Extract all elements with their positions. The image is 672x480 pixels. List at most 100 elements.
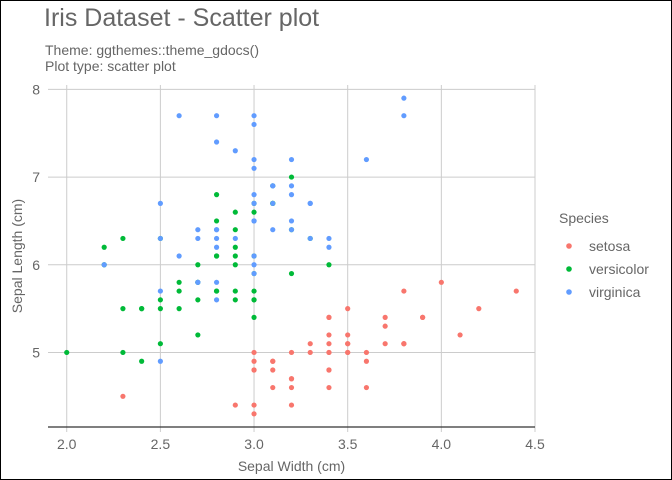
data-point-versicolor [195, 297, 201, 303]
data-point-virginica [195, 227, 201, 233]
data-point-virginica [213, 297, 220, 303]
data-point-virginica [307, 235, 313, 242]
data-point-virginica [157, 358, 163, 364]
data-point-virginica [195, 235, 201, 242]
legend-title: Species [559, 210, 609, 226]
chart-subtitle: Theme: ggthemes::theme_gdocs() Plot type… [45, 42, 259, 74]
data-point-virginica [213, 227, 220, 233]
data-point-virginica [251, 262, 257, 268]
data-point-setosa [382, 323, 388, 329]
data-point-setosa [251, 411, 257, 417]
axes: 2.0 2.5 3.0 3.5 4.0 4.5 5 6 7 8 [32, 81, 545, 452]
x-tick-label: 4.5 [525, 436, 545, 452]
data-point-virginica [326, 244, 332, 250]
data-point-versicolor [213, 253, 220, 259]
data-point-virginica [363, 156, 370, 163]
data-point-virginica [251, 113, 257, 119]
data-point-virginica [401, 95, 407, 101]
data-point-versicolor [232, 227, 238, 233]
x-tick-label: 3.0 [244, 436, 264, 452]
data-point-setosa [270, 358, 276, 364]
data-point-setosa [288, 349, 295, 356]
data-point-versicolor [176, 288, 182, 294]
data-point-virginica [157, 288, 163, 294]
data-point-setosa [232, 402, 238, 408]
data-point-virginica [288, 192, 295, 198]
legend-key-versicolor [566, 266, 572, 272]
data-point-setosa [307, 341, 313, 347]
data-point-setosa [326, 384, 332, 391]
x-tick-label: 4.0 [432, 436, 452, 452]
data-point-setosa [251, 349, 257, 356]
data-point-virginica [288, 227, 295, 233]
data-point-virginica [307, 200, 313, 206]
data-point-versicolor [195, 262, 201, 268]
data-point-setosa [120, 393, 126, 399]
data-point-virginica [213, 139, 220, 145]
data-point-setosa [326, 349, 332, 356]
data-point-virginica [288, 183, 295, 189]
data-point-versicolor [251, 314, 257, 320]
data-point-setosa [476, 306, 482, 312]
data-point-versicolor [64, 349, 70, 356]
data-point-virginica [270, 183, 276, 189]
data-point-virginica [401, 113, 407, 119]
data-point-setosa [288, 402, 295, 408]
legend-label-setosa: setosa [589, 238, 630, 254]
chart-title: Iris Dataset - Scatter plot [44, 4, 320, 32]
legend-label-versicolor: versicolor [589, 261, 649, 277]
data-point-setosa [363, 358, 370, 364]
data-point-versicolor [120, 235, 126, 242]
data-point-virginica [270, 200, 276, 206]
data-point-versicolor [251, 209, 257, 215]
data-point-virginica [232, 148, 238, 154]
x-tick-label: 2.5 [151, 436, 171, 452]
data-point-setosa [270, 384, 276, 391]
y-tick-label: 8 [32, 81, 40, 97]
data-point-setosa [345, 341, 351, 347]
data-point-virginica [157, 235, 163, 242]
x-tick-label: 2.0 [57, 436, 77, 452]
data-point-versicolor [101, 244, 107, 250]
legend-item-setosa: setosa [566, 238, 630, 254]
data-point-versicolor [232, 244, 238, 250]
data-point-versicolor [120, 306, 126, 312]
data-point-virginica [195, 279, 201, 285]
data-point-versicolor [157, 306, 163, 312]
series-setosa [120, 279, 519, 417]
series-versicolor [64, 174, 332, 364]
data-point-virginica [251, 156, 257, 163]
subtitle-line-plot-type: Plot type: scatter plot [45, 58, 176, 74]
legend-items: setosa versicolor virginica [566, 238, 649, 300]
grid-lines [48, 85, 536, 427]
data-point-setosa [307, 349, 313, 356]
subtitle-line-theme: Theme: ggthemes::theme_gdocs() [45, 42, 259, 58]
data-point-setosa [251, 358, 257, 364]
series-virginica [101, 95, 407, 364]
data-point-virginica [213, 235, 220, 242]
data-point-versicolor [232, 262, 238, 268]
data-point-virginica [251, 270, 257, 277]
data-point-versicolor [176, 306, 182, 312]
data-point-versicolor [251, 288, 257, 294]
data-point-versicolor [157, 341, 163, 347]
data-point-versicolor [139, 306, 145, 312]
legend-item-versicolor: versicolor [566, 261, 649, 277]
data-point-virginica [251, 218, 257, 224]
data-point-virginica [232, 235, 238, 242]
data-point-setosa [457, 332, 463, 338]
data-point-virginica [251, 165, 257, 171]
data-point-setosa [326, 314, 332, 320]
data-point-virginica [270, 227, 276, 233]
data-point-setosa [420, 314, 426, 320]
data-point-setosa [363, 349, 370, 356]
data-point-virginica [213, 244, 220, 250]
data-point-virginica [176, 113, 182, 119]
data-point-setosa [326, 341, 332, 347]
data-point-versicolor [251, 297, 257, 303]
legend-label-virginica: virginica [589, 284, 641, 300]
data-point-setosa [513, 288, 519, 294]
data-point-virginica [251, 253, 257, 259]
data-point-versicolor [232, 297, 238, 303]
data-points [64, 95, 519, 417]
